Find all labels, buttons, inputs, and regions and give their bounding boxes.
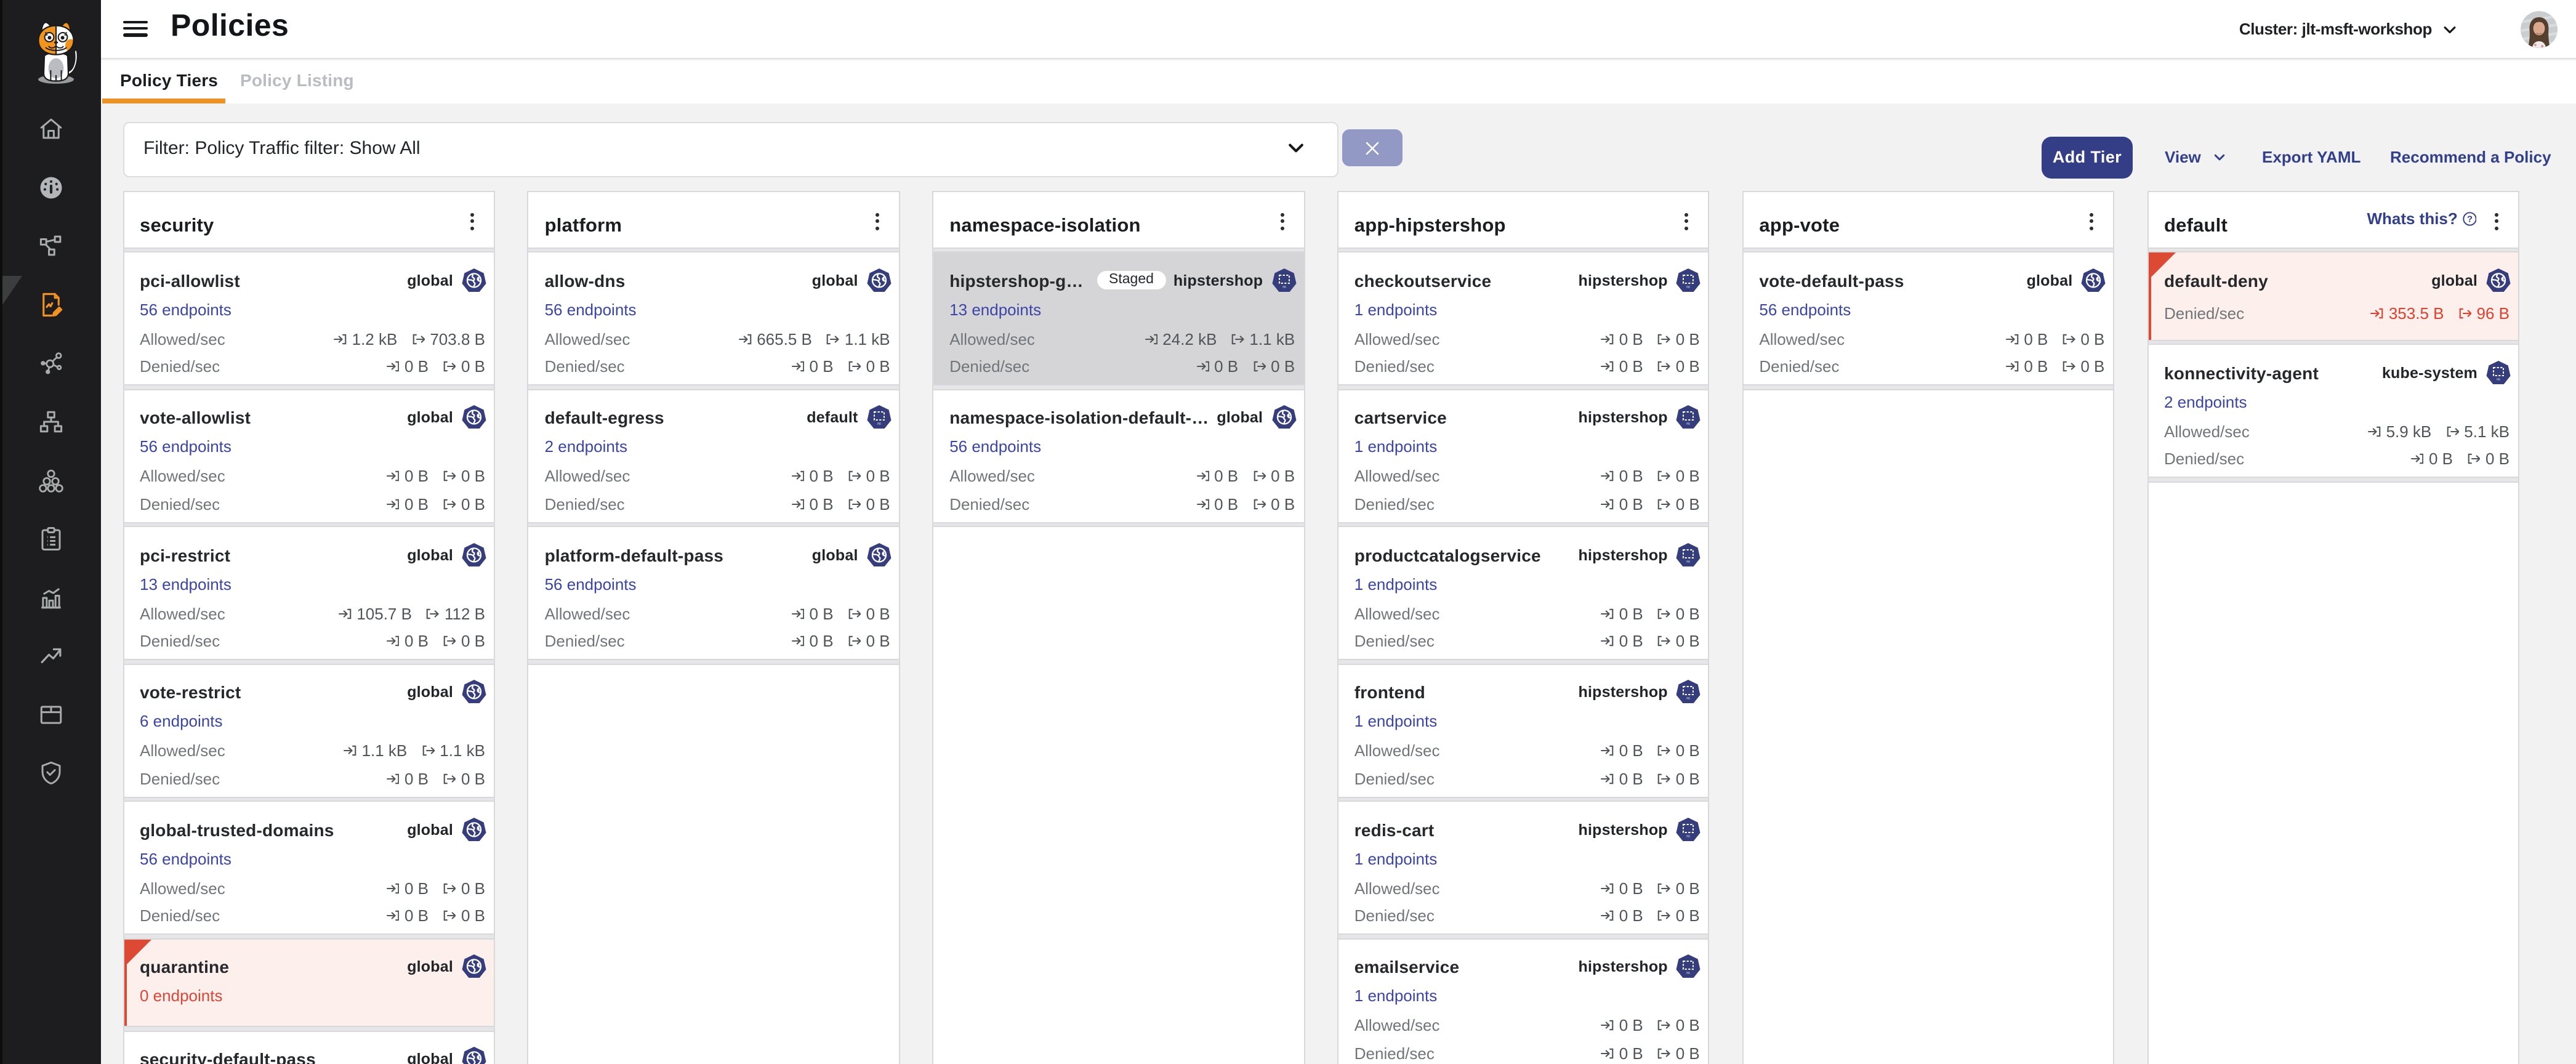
svg-text:?: ?: [2466, 214, 2472, 224]
